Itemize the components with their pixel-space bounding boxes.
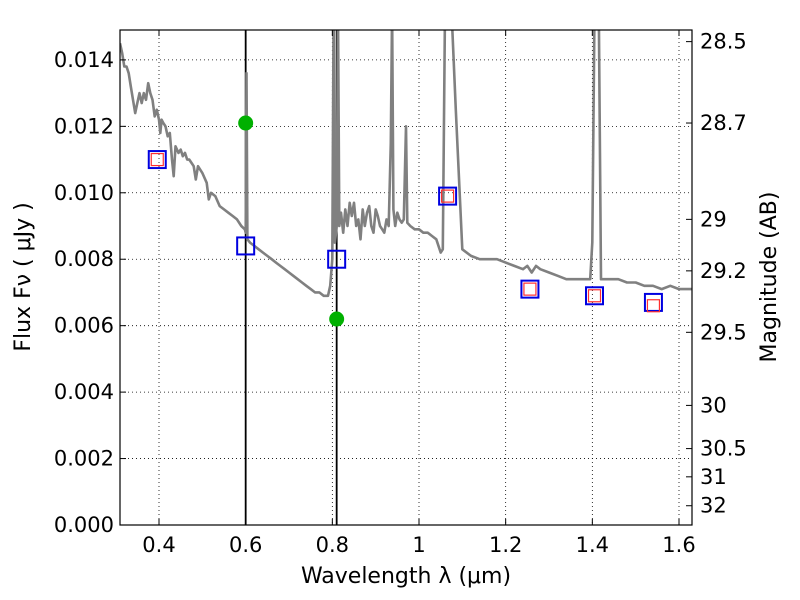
x-tick-label: 0.8 xyxy=(316,533,349,557)
marker-layer xyxy=(147,115,663,327)
x-tick-label: 0.6 xyxy=(229,533,262,557)
series-layer xyxy=(120,30,692,298)
right-tick-label: 30.5 xyxy=(700,437,747,461)
y-tick-label: 0.000 xyxy=(54,513,114,537)
y-tick-label: 0.012 xyxy=(54,114,114,138)
blue-square-point xyxy=(585,286,604,306)
x-tick-label: 1.4 xyxy=(576,533,609,557)
blue-square-point xyxy=(643,292,663,312)
y-tick-label: 0.006 xyxy=(54,314,114,338)
blue-square-point xyxy=(327,249,347,269)
y-tick-label: 0.004 xyxy=(54,380,114,404)
red-square-point xyxy=(150,152,164,167)
x-tick-label: 1 xyxy=(412,533,425,557)
red-square-point xyxy=(523,282,537,296)
x-axis-label: Wavelength λ (μm) xyxy=(301,564,511,589)
right-axis-label: Magnitude (AB) xyxy=(757,192,782,363)
y-tick-label: 0.010 xyxy=(54,181,114,205)
green-circle-point xyxy=(238,115,254,131)
blue-square-point xyxy=(438,186,458,206)
y-tick-label: 0.008 xyxy=(54,247,114,271)
right-tick-label: 28.7 xyxy=(700,111,747,135)
red-square-point xyxy=(441,189,455,203)
right-tick-label: 30 xyxy=(700,393,727,417)
blue-square-point xyxy=(236,236,256,256)
right-tick-label: 31 xyxy=(700,465,727,489)
green-circle-point xyxy=(329,311,345,327)
x-tick-label: 1.2 xyxy=(489,533,522,557)
right-axis: 28.5 28.7 29 29.2 29.5 30 30.5 31 32 xyxy=(686,30,747,518)
y-axis-label: Flux Fν ( μJy ) xyxy=(11,202,36,351)
x-tick-label: 1.6 xyxy=(662,533,695,557)
y-tick-label: 0.014 xyxy=(54,48,114,72)
blue-square-point xyxy=(520,279,540,299)
right-tick-label: 29 xyxy=(700,207,727,231)
plot-background xyxy=(120,30,692,525)
spectrum-line xyxy=(120,30,692,298)
red-square-point xyxy=(587,289,602,303)
plot-frame xyxy=(119,29,693,526)
right-tick-label: 32 xyxy=(700,494,727,518)
blue-square-point xyxy=(147,150,167,170)
x-axis: 0.4 0.6 0.8 1 1.2 1.4 1.6 xyxy=(142,30,696,557)
right-tick-label: 29.5 xyxy=(700,320,747,344)
y-axis: 0.000 0.002 0.004 0.006 0.008 0.010 0.012 0.014 xyxy=(54,48,126,537)
right-tick-label: 28.5 xyxy=(700,30,747,54)
y-tick-label: 0.002 xyxy=(54,447,114,471)
x-tick-label: 0.4 xyxy=(142,533,175,557)
right-tick-label: 29.2 xyxy=(700,259,747,283)
red-square-point xyxy=(646,299,661,313)
